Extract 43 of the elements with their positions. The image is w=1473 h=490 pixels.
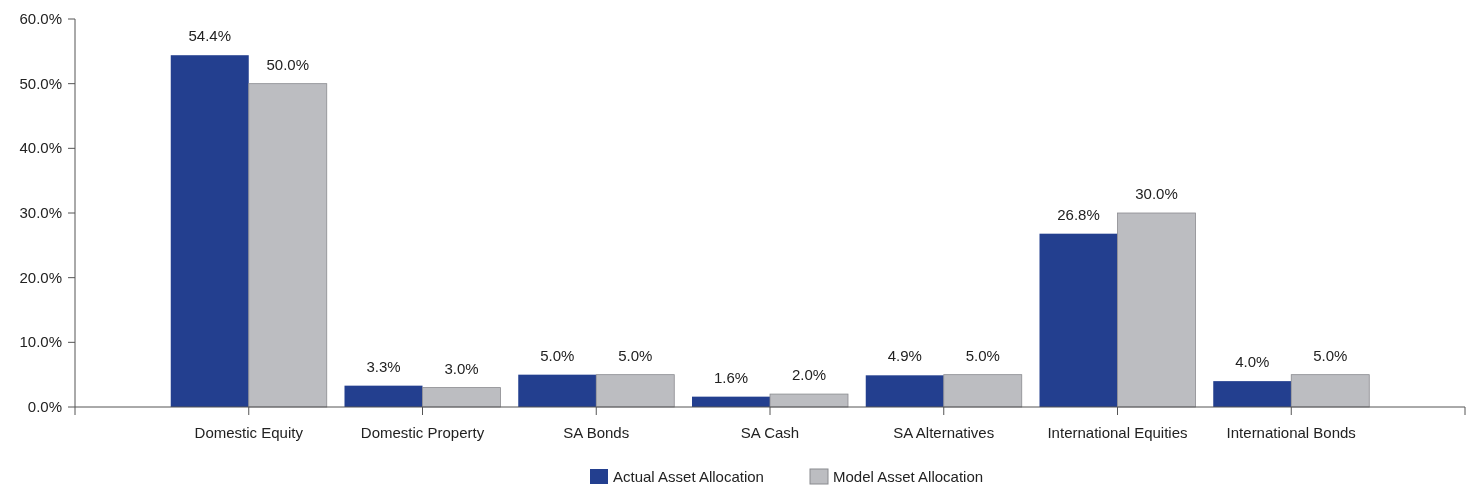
bar: [595, 374, 675, 408]
x-tick-label: SA Bonds: [563, 424, 630, 441]
data-label: 4.9%: [887, 347, 922, 365]
bar: [1290, 374, 1370, 408]
x-tick-label: SA Cash: [740, 424, 800, 441]
bar: [1213, 381, 1292, 407]
y-tick-label: 20.0%: [19, 268, 62, 286]
bar: [943, 374, 1023, 408]
y-tick-label: 40.0%: [19, 139, 62, 157]
data-label: 2.0%: [791, 366, 827, 384]
data-label: 5.0%: [965, 346, 1000, 364]
data-label: 30.0%: [1135, 185, 1178, 202]
x-tick-label: Domestic Equity: [194, 424, 304, 441]
bar: [170, 55, 249, 407]
bar: [1117, 212, 1196, 408]
bar: [769, 393, 849, 408]
x-tick-label: Domestic Property: [360, 424, 485, 441]
data-label: 26.8%: [1057, 205, 1100, 223]
data-label: 3.0%: [444, 359, 479, 377]
bar: [422, 387, 501, 408]
y-tick-label: 50.0%: [19, 74, 62, 92]
bar: [518, 374, 597, 407]
data-label: 5.0%: [618, 346, 653, 364]
data-label: 3.3%: [366, 357, 401, 375]
data-label: 1.6%: [713, 368, 749, 386]
data-label: 50.0%: [266, 55, 310, 73]
data-label: 4.0%: [1235, 353, 1270, 371]
bar: [248, 83, 328, 408]
data-label: 54.4%: [188, 27, 232, 45]
x-tick-label: SA Alternatives: [893, 424, 995, 441]
data-label: 5.0%: [540, 346, 575, 364]
x-tick-label: International Bonds: [1226, 424, 1356, 441]
bar: [344, 385, 423, 407]
bar: [1039, 233, 1118, 407]
legend-label: Model Asset Allocation: [833, 468, 984, 485]
bar: [865, 375, 944, 407]
data-label: 5.0%: [1313, 346, 1348, 364]
y-tick-label: 60.0%: [19, 10, 62, 27]
y-tick-label: 10.0%: [19, 333, 62, 351]
y-tick-label: 30.0%: [19, 204, 62, 221]
y-tick-label: 0.0%: [27, 398, 62, 415]
legend-label: Actual Asset Allocation: [613, 468, 764, 485]
x-tick-label: International Equities: [1047, 424, 1188, 441]
